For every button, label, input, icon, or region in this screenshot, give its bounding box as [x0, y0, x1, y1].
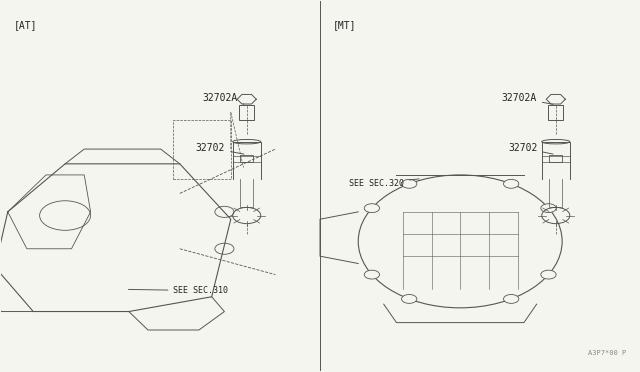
Bar — [548, 105, 563, 119]
Text: 32702A: 32702A — [202, 93, 244, 104]
Circle shape — [364, 270, 380, 279]
Circle shape — [541, 204, 556, 212]
Text: [MT]: [MT] — [333, 20, 356, 30]
Text: 32702: 32702 — [508, 143, 553, 154]
Bar — [549, 155, 562, 162]
Circle shape — [364, 204, 380, 212]
Circle shape — [401, 179, 417, 188]
Circle shape — [504, 295, 519, 304]
Bar — [241, 155, 253, 162]
Circle shape — [401, 295, 417, 304]
Bar — [239, 105, 254, 119]
Text: A3P7*00 P: A3P7*00 P — [588, 350, 626, 356]
Circle shape — [541, 270, 556, 279]
Circle shape — [504, 179, 519, 188]
Text: 32702A: 32702A — [502, 93, 553, 104]
Text: SEE SEC.320: SEE SEC.320 — [349, 179, 419, 188]
Text: 32702: 32702 — [196, 143, 244, 154]
Text: SEE SEC.310: SEE SEC.310 — [129, 286, 228, 295]
Text: [AT]: [AT] — [14, 20, 38, 30]
